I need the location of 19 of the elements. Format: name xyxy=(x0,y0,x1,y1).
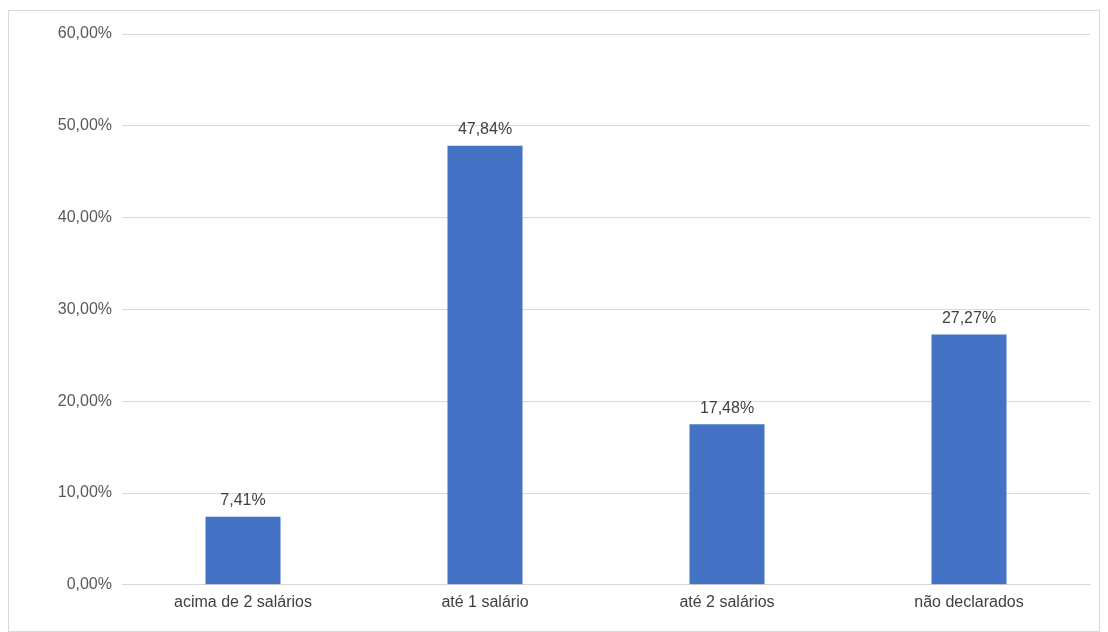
x-tick-label: acima de 2 salários xyxy=(174,592,312,610)
bar xyxy=(205,516,281,585)
data-label: 7,41% xyxy=(220,491,266,509)
bar xyxy=(931,334,1007,585)
y-tick-label: 30,00% xyxy=(57,299,112,317)
y-tick-label: 50,00% xyxy=(57,116,112,134)
y-tick-label: 40,00% xyxy=(57,208,112,226)
x-tick-label: até 2 salários xyxy=(679,592,775,610)
y-tick-label: 20,00% xyxy=(57,391,112,409)
y-tick-label: 10,00% xyxy=(57,483,112,501)
y-tick-label: 0,00% xyxy=(66,575,112,593)
x-tick-label: não declarados xyxy=(914,592,1024,610)
x-tick-label: até 1 salário xyxy=(441,592,529,610)
data-label: 47,84% xyxy=(457,120,513,138)
bar xyxy=(689,424,765,585)
data-label: 27,27% xyxy=(941,308,997,326)
data-label: 17,48% xyxy=(699,398,755,416)
y-tick-label: 60,00% xyxy=(57,24,112,42)
bar xyxy=(447,145,523,585)
